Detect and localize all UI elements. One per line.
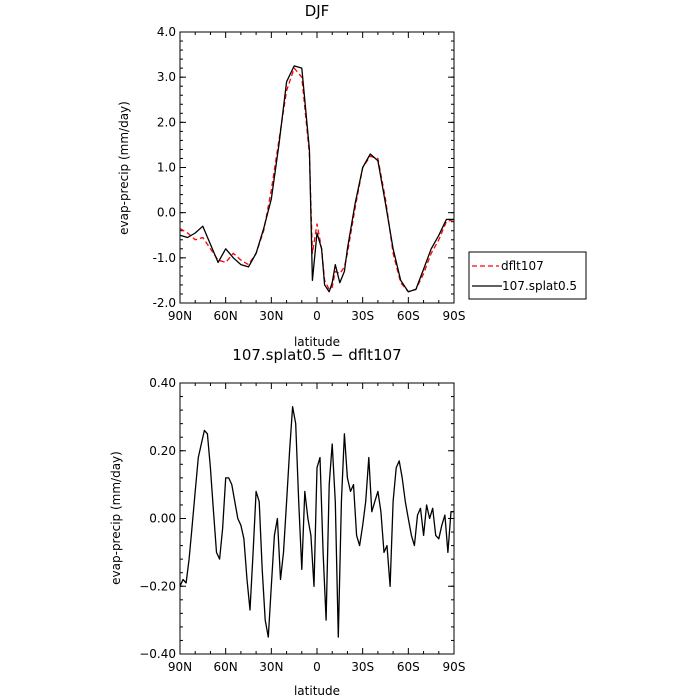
top-y-tick-label: -1.0 [153,251,176,265]
top-x-tick-label: 0 [313,309,321,323]
top-x-tick-label: 60N [214,309,238,323]
bottom-x-tick-label: 30N [259,660,283,674]
top-y-tick-label: 0.0 [157,206,176,220]
bottom-x-tick-label: 0 [313,660,321,674]
top-y-tick-label: 4.0 [157,25,176,39]
top-chart-series-group [179,65,455,293]
top-y-tick-label: 1.0 [157,161,176,175]
bottom-x-tick-label: 60N [214,660,238,674]
top-y-tick-label: -2.0 [153,296,176,310]
top-chart-axis-ticks: 90N 60N 30N 0 30S 60S 90S -2.0 -1.0 0.0 1.0 2.0 3.0 4… [153,25,466,323]
top-chart-frame [179,31,455,304]
bottom-chart-xlabel: latitude [294,684,340,698]
top-chart-title: DJF [305,2,330,20]
top-x-tick-label: 90S [443,309,466,323]
top-x-tick-label: 90N [168,309,192,323]
top-x-tick-label: 30S [351,309,374,323]
bottom-chart-ylabel: evap-precip (mm/day) [109,451,123,585]
legend-label-splat: 107.splat0.5 [502,279,577,293]
bottom-chart-series-group [179,406,454,638]
bottom-x-tick-label: 90N [168,660,192,674]
bottom-x-tick-label: 60S [397,660,420,674]
top-chart-legend: dflt107 107.splat0.5 [468,251,587,300]
top-y-tick-label: 2.0 [157,115,176,129]
legend-box [468,251,587,300]
bottom-y-tick-label: 0.40 [149,376,176,390]
top-x-tick-label: 60S [397,309,420,323]
bottom-chart-ylabel-text: evap-precip (mm/day) [109,451,123,585]
bottom-series-line-1 [179,406,454,638]
bottom-y-tick-label: −0.40 [139,647,176,661]
bottom-y-tick-label: −0.20 [139,579,176,593]
top-chart-xlabel: latitude [294,335,340,349]
top-series-line-2 [179,65,454,293]
bottom-chart-frame [179,382,455,655]
bottom-x-tick-label: 30S [351,660,374,674]
top-x-tick-label: 30N [259,309,283,323]
legend-label-dflt107: dflt107 [501,259,544,273]
bottom-chart-axis-ticks: 90N 60N 30N 0 30S 60S 90S −0.40 −0.20 0.00 0.20 0.4… [139,376,465,674]
bottom-chart-title: 107.splat0.5 − dflt107 [232,346,401,364]
top-chart-ylabel: evap-precip (mm/day) [117,101,131,235]
bottom-y-tick-label: 0.00 [149,512,176,526]
bottom-x-tick-label: 90S [443,660,466,674]
bottom-y-tick-label: 0.20 [149,444,176,458]
top-chart-ylabel-text: evap-precip (mm/day) [117,101,131,235]
top-y-tick-label: 3.0 [157,70,176,84]
